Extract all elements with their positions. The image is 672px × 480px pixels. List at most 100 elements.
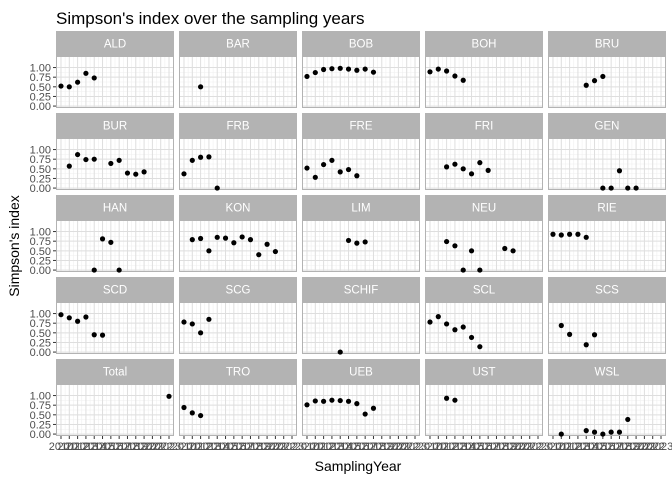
facet-strip-label: FRE: [350, 121, 373, 133]
x-tick-label: 2012: [65, 441, 89, 453]
x-tick-label: 2019: [616, 441, 640, 453]
facet-strip-label: FRI: [475, 121, 494, 133]
facet-strip: [425, 31, 543, 56]
data-point: [452, 73, 458, 79]
data-point: [66, 315, 72, 321]
facet-strip: [425, 195, 543, 220]
data-point: [362, 411, 368, 417]
y-tick-label: 0.50: [30, 164, 51, 176]
data-point: [247, 237, 254, 243]
x-tick-label: 2017: [353, 441, 377, 453]
data-point: [460, 324, 466, 330]
y-tick-label: 0.75: [30, 318, 51, 330]
data-point: [312, 69, 318, 76]
x-tick-label: 2016: [222, 441, 246, 453]
x-tick-label: 2020: [624, 441, 648, 453]
facet-panel-lim: LIM: [302, 195, 420, 272]
data-point: [558, 322, 564, 329]
x-tick-label: 2014: [328, 441, 352, 453]
data-point: [321, 161, 327, 168]
data-point: [91, 156, 97, 162]
facet-strip: [425, 359, 543, 384]
panel-grid: [425, 302, 543, 354]
data-point: [567, 231, 573, 237]
data-point: [124, 170, 131, 176]
y-tick-label: 1.00: [30, 63, 51, 75]
x-tick-label: 2023: [280, 441, 304, 453]
data-point: [66, 163, 72, 169]
facet-panel-bur: BUR 0.000.250.500.751.00: [30, 113, 174, 195]
facet-panel-total: Total0.000.250.500.751.00201020112012201…: [30, 359, 181, 453]
panel-border: [56, 138, 174, 190]
x-tick-label: 2019: [247, 441, 271, 453]
x-tick-label: 2016: [99, 441, 123, 453]
data-point: [468, 171, 475, 177]
facet-strip-label: HAN: [103, 203, 127, 215]
x-tick-label: 2012: [188, 441, 212, 453]
y-axis-title: Simpson's index: [6, 195, 22, 297]
x-tick-label: 2020: [132, 441, 156, 453]
facet-strip-label: UST: [473, 367, 496, 379]
panel-border: [548, 56, 666, 108]
data-point: [558, 232, 564, 238]
x-tick-label: 2017: [476, 441, 500, 453]
data-point: [354, 67, 360, 73]
facet-strip-label: RIE: [597, 203, 617, 215]
x-tick-label: 2018: [607, 441, 631, 453]
panel-grid: [179, 138, 297, 190]
data-point: [362, 239, 368, 245]
facet-strip-label: KON: [226, 203, 251, 215]
y-tick-label: 0.00: [30, 347, 51, 359]
y-tick-label: 0.75: [30, 72, 51, 84]
data-point: [435, 314, 441, 320]
panel-grid: [548, 384, 666, 436]
panel-grid: [302, 302, 420, 354]
x-tick-label: 2021: [509, 441, 533, 453]
data-point: [91, 267, 97, 273]
data-point: [83, 314, 89, 320]
x-tick-label: 2015: [459, 441, 483, 453]
panel-border: [302, 384, 420, 436]
data-point: [444, 395, 450, 401]
x-tick-label: 2018: [115, 441, 139, 453]
facet-panel-rie: RIE: [548, 195, 666, 272]
data-point: [337, 397, 343, 404]
facet-strip: [548, 277, 666, 302]
x-tick-label: 2021: [263, 441, 287, 453]
data-point: [214, 234, 220, 240]
data-point: [444, 68, 450, 74]
facet-strip: [302, 31, 420, 56]
data-point: [452, 161, 458, 167]
chart-title: Simpson's index over the sampling years: [56, 9, 364, 28]
y-tick-label: 0.00: [30, 183, 51, 195]
data-point: [214, 185, 220, 191]
data-point: [198, 330, 204, 336]
x-tick-label: 2015: [582, 441, 606, 453]
data-point: [198, 412, 204, 419]
data-point: [181, 404, 187, 411]
facet-panel-bob: BOB: [302, 31, 420, 108]
y-tick-label: 0.00: [30, 429, 51, 441]
data-point: [206, 248, 212, 254]
facet-strip-label: ALD: [104, 39, 126, 51]
facet-panel-tro: TRO2010201120122013201420152016201720182…: [172, 359, 304, 453]
panel-border: [425, 138, 543, 190]
facet-strip: [56, 113, 174, 138]
y-tick-label: 1.00: [30, 309, 51, 321]
data-point: [468, 334, 475, 341]
facet-strip: [548, 359, 666, 384]
facet-panel-fre: FRE: [302, 113, 420, 190]
data-point: [608, 185, 614, 191]
data-point: [345, 398, 352, 404]
panel-border: [56, 302, 174, 354]
data-point: [591, 332, 598, 338]
x-tick-label: 2021: [632, 441, 656, 453]
data-point: [91, 75, 97, 81]
facet-panel-han: HAN 0.000.250.500.751.00: [30, 195, 174, 277]
data-point: [337, 349, 343, 355]
data-point: [370, 69, 377, 75]
x-tick-label: 2014: [574, 441, 598, 453]
facet-panel-ust: UST2010201120122013201420152016201720182…: [418, 359, 550, 453]
panel-border: [425, 56, 543, 108]
